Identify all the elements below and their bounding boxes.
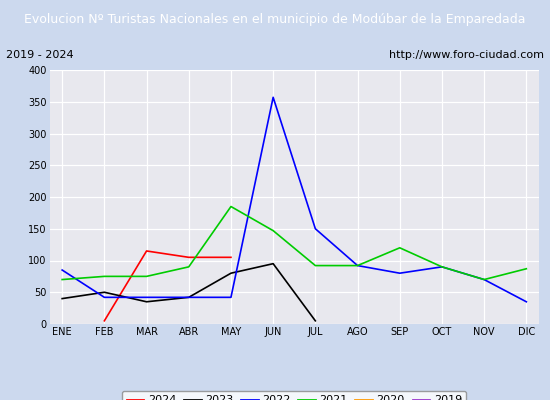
Text: 2019 - 2024: 2019 - 2024 <box>6 50 73 60</box>
Text: Evolucion Nº Turistas Nacionales en el municipio de Modúbar de la Emparedada: Evolucion Nº Turistas Nacionales en el m… <box>24 14 526 26</box>
Legend: 2024, 2023, 2022, 2021, 2020, 2019: 2024, 2023, 2022, 2021, 2020, 2019 <box>122 391 466 400</box>
Text: http://www.foro-ciudad.com: http://www.foro-ciudad.com <box>389 50 544 60</box>
